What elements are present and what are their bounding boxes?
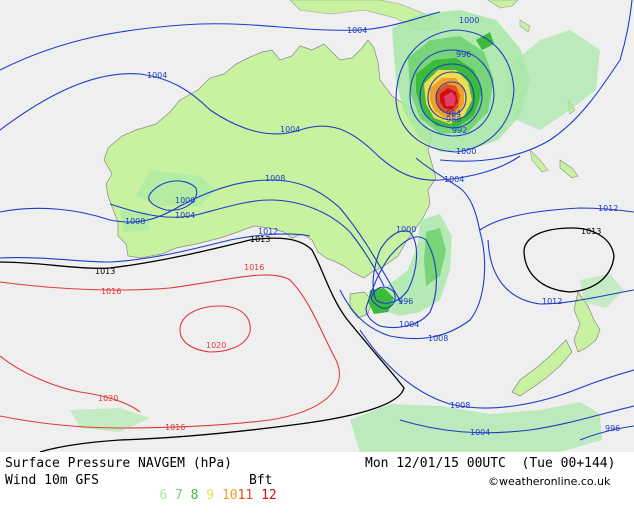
isobar-988-cyclone — [427, 71, 475, 121]
isobar-996-se — [370, 286, 396, 309]
bft-value: 11 — [237, 488, 254, 503]
isobar-1020-center — [179, 305, 251, 353]
isobar-984-cyclone — [435, 81, 467, 115]
bft-value: 7 — [174, 488, 183, 503]
isobars-low — [0, 0, 634, 441]
landmass-islands-ne — [487, 0, 576, 173]
isobars-1013 — [0, 227, 615, 453]
isobar-1004-se — [365, 236, 437, 329]
isobar-1008-south — [359, 329, 634, 409]
isobar-1004-ne — [439, 0, 633, 162]
isobar-1004-north — [0, 11, 441, 71]
bft-value: 12 — [261, 488, 277, 503]
isobar-1008-se — [339, 157, 486, 340]
isobar-label: 1004 — [470, 428, 490, 437]
isobar-label: 1004 — [175, 211, 195, 220]
isobar-label: 1004 — [399, 320, 419, 329]
landmass-new-zealand-south — [511, 339, 573, 397]
isobar-label: 1000 — [396, 225, 416, 234]
isobar-label: 1004 — [147, 71, 167, 80]
isobar-label: 996 — [605, 424, 620, 433]
isobar-1012-west — [0, 233, 311, 263]
isobar-label: 1008 — [265, 174, 285, 183]
isobar-1013-main — [0, 237, 405, 453]
bft-value: 9 — [206, 488, 215, 503]
bft-value: 6 — [159, 488, 168, 503]
isobar-label: 1013 — [250, 235, 270, 244]
isobar-label: 1016 — [165, 423, 185, 432]
wind-shading — [70, 10, 624, 452]
wind-label: Wind 10m GFS — [5, 473, 99, 488]
isobar-label: 1012 — [258, 227, 278, 236]
bft-value: 10 — [221, 488, 238, 503]
isobar-label: 1012 — [598, 204, 618, 213]
isobar-1000-cyclone — [395, 29, 515, 153]
isobar-1000-south-au — [148, 180, 198, 211]
credit-link[interactable]: ©weatheronline.co.uk — [488, 475, 611, 488]
pressure-map-svg: 1000 1004 1004 996 1004 1000 1004 1008 1… — [0, 0, 634, 453]
isobar-label: 992 — [452, 126, 467, 135]
landmass-new-zealand-north — [573, 291, 601, 353]
isobar-label: 988 — [446, 115, 461, 124]
isobar-label: 1012 — [542, 297, 562, 306]
isobar-label: 996 — [456, 50, 471, 59]
isobar-label: 1013 — [95, 267, 115, 276]
forecast-datetime: Mon 12/01/15 00UTC (Tue 00+144) — [365, 456, 616, 471]
bft-value: 8 — [190, 488, 199, 503]
isobar-1008-west — [0, 179, 403, 305]
weather-map: 1000 1004 1004 996 1004 1000 1004 1008 1… — [0, 0, 634, 453]
isobar-1004-south — [399, 405, 634, 434]
bft-unit-label: Bft — [249, 473, 273, 488]
isobar-label: 1004 — [444, 175, 464, 184]
isobar-label: 1000 — [456, 147, 476, 156]
isobar-992-cyclone — [419, 63, 483, 129]
isobar-label: 1008 — [450, 401, 470, 410]
isobar-996-cyclone — [409, 49, 495, 137]
isobar-1012-east — [479, 207, 634, 231]
isobar-1013-east-high — [523, 227, 615, 293]
isobar-1020-west — [0, 355, 141, 413]
isobar-1004-south-au — [109, 199, 385, 287]
isobar-label: 1008 — [428, 334, 448, 343]
isobar-label: 1016 — [244, 263, 264, 272]
isobar-label: 1000 — [175, 196, 195, 205]
isobar-label: 1000 — [459, 16, 479, 25]
isobar-label: 1004 — [280, 125, 300, 134]
isobars-high — [0, 274, 340, 429]
landmass-new-caledonia — [559, 159, 579, 179]
map-title: Surface Pressure NAVGEM (hPa) — [5, 456, 232, 471]
isobar-1004-west — [0, 73, 521, 181]
isobar-label: 1020 — [98, 394, 118, 403]
map-footer: Surface Pressure NAVGEM (hPa) Mon 12/01/… — [0, 452, 634, 503]
isobar-label: 1016 — [101, 287, 121, 296]
isobar-label: 984 — [446, 109, 461, 118]
isobar-label: 1008 — [125, 217, 145, 226]
isobar-1012-east-loop — [487, 239, 634, 305]
isobar-996-south — [579, 425, 634, 441]
isobar-label: 1004 — [347, 26, 367, 35]
isobar-label: 1013 — [581, 227, 601, 236]
isobar-1016-outer — [0, 274, 340, 429]
isobar-labels: 1000 1004 1004 996 1004 1000 1004 1008 1… — [95, 16, 620, 437]
isobar-label: 1020 — [206, 341, 226, 350]
isobar-label: 996 — [398, 297, 413, 306]
